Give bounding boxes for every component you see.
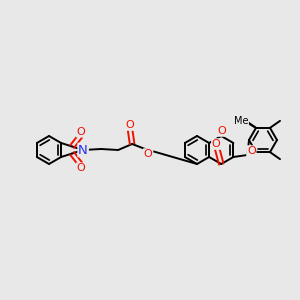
Text: O: O bbox=[247, 146, 256, 156]
Text: O: O bbox=[218, 126, 226, 136]
Text: O: O bbox=[126, 120, 134, 130]
Text: O: O bbox=[212, 139, 220, 149]
Text: N: N bbox=[78, 143, 88, 157]
Text: Me: Me bbox=[234, 116, 248, 126]
Text: O: O bbox=[77, 127, 85, 137]
Text: O: O bbox=[144, 149, 152, 159]
Text: O: O bbox=[77, 163, 85, 173]
